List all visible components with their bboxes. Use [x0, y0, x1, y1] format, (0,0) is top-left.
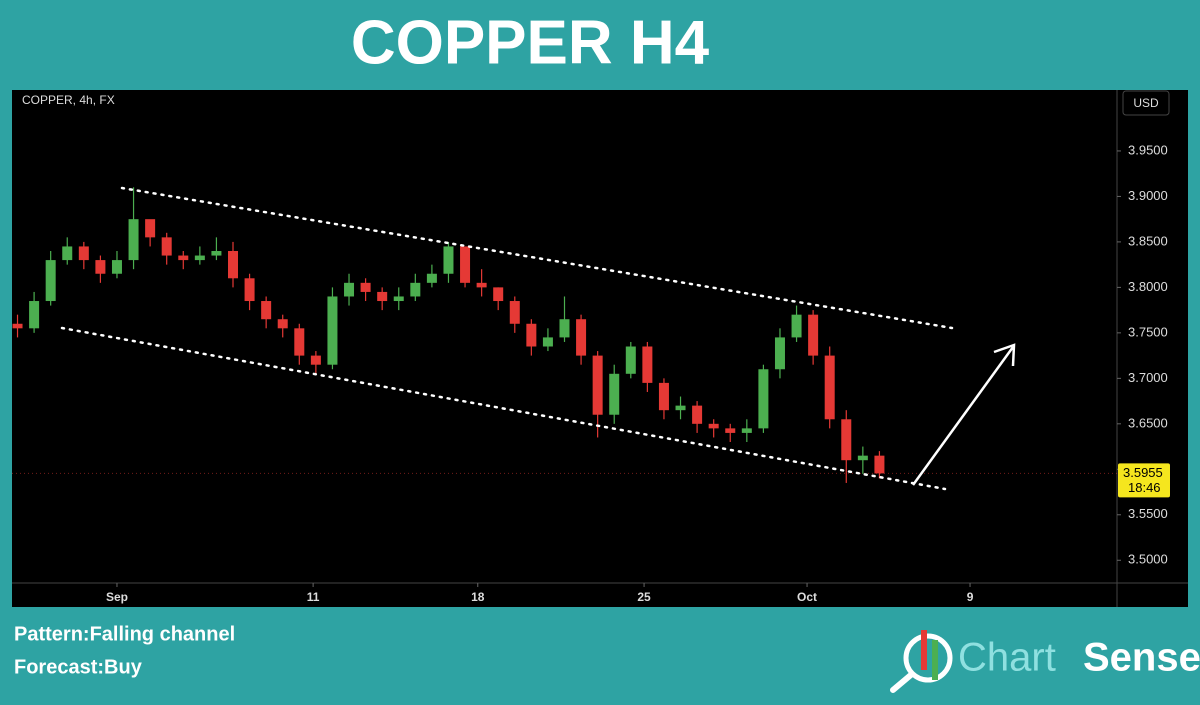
- y-tick-label: 3.8000: [1128, 279, 1168, 294]
- brand-second: Sense: [1083, 636, 1200, 680]
- candle-body: [393, 296, 404, 302]
- candle-body: [675, 405, 686, 411]
- candle-body: [526, 323, 537, 347]
- x-tick-label: Sep: [106, 590, 128, 604]
- x-tick-label: 18: [471, 590, 485, 604]
- candle-body: [145, 219, 156, 238]
- candle-body: [874, 455, 885, 474]
- pattern-text: Pattern:Falling channel: [14, 623, 235, 645]
- x-tick-label: 9: [967, 590, 974, 604]
- candle-body: [45, 260, 56, 302]
- candle-body: [808, 314, 819, 356]
- forecast-arrow: [911, 343, 1016, 486]
- candle-body: [377, 291, 388, 302]
- candle-body: [410, 282, 421, 297]
- candle-body: [559, 319, 570, 338]
- candle-body: [857, 455, 868, 461]
- candle-body: [95, 260, 106, 274]
- y-tick-label: 3.8500: [1128, 233, 1168, 248]
- countdown-label: 18:46: [1128, 480, 1161, 495]
- candle-body: [327, 296, 338, 365]
- x-tick-label: Oct: [797, 590, 817, 604]
- chart-title: COPPER H4: [351, 8, 710, 77]
- candle-body: [774, 337, 785, 370]
- candle-body: [78, 246, 89, 261]
- candle-body: [29, 301, 40, 329]
- brand-first: Chart: [958, 636, 1056, 680]
- candle-body: [476, 282, 487, 288]
- candle-body: [426, 273, 437, 283]
- candle-body: [294, 328, 305, 356]
- candle-body: [460, 246, 471, 283]
- candle-body: [592, 355, 603, 415]
- candle-body: [625, 346, 636, 374]
- candle-body: [244, 278, 255, 302]
- candle-body: [791, 314, 802, 338]
- channel-lower: [60, 326, 947, 491]
- x-tick-label: 25: [637, 590, 651, 604]
- candle-body: [12, 323, 23, 329]
- candle-body: [228, 250, 238, 279]
- candle-body: [261, 301, 272, 320]
- y-tick-label: 3.9000: [1128, 188, 1168, 203]
- y-tick-label: 3.7500: [1128, 324, 1168, 339]
- currency-label: USD: [1133, 96, 1159, 110]
- currency-box: [1122, 90, 1170, 116]
- candle-body: [576, 319, 587, 356]
- candle-body: [741, 428, 752, 433]
- y-tick-label: 3.5000: [1128, 552, 1168, 567]
- y-tick-label: 3.7000: [1128, 370, 1168, 385]
- candle-body: [161, 237, 172, 256]
- x-tick-label: 11: [307, 590, 320, 604]
- y-tick-label: 3.5500: [1128, 506, 1168, 521]
- candle-body: [509, 301, 520, 324]
- candle-body: [708, 423, 719, 429]
- candle-body: [493, 287, 504, 302]
- candle-body: [443, 246, 454, 274]
- candle-body: [758, 369, 769, 429]
- brand-logo: [890, 630, 953, 693]
- candle-body: [310, 355, 321, 365]
- plot-area: [12, 90, 1188, 607]
- candle-body: [542, 337, 553, 347]
- candle-body: [211, 250, 222, 256]
- candle-body: [692, 405, 703, 424]
- candle-body: [194, 255, 205, 261]
- candle-body: [725, 428, 736, 433]
- candle-body: [360, 282, 371, 292]
- candle-body: [658, 382, 669, 411]
- candle-body: [841, 419, 852, 461]
- candle-body: [824, 355, 835, 420]
- candle-body: [62, 246, 73, 261]
- y-tick-label: 3.9500: [1128, 142, 1168, 157]
- candle-body: [128, 219, 139, 261]
- last-price-tag: [1118, 463, 1170, 498]
- candle-body: [642, 346, 653, 383]
- candle-body: [277, 319, 288, 329]
- candle-body: [609, 373, 620, 415]
- forecast-text: Forecast:Buy: [14, 656, 143, 678]
- candle-body: [178, 255, 189, 261]
- candle-body: [344, 282, 355, 297]
- symbol-label: COPPER, 4h, FX: [22, 93, 115, 107]
- y-tick-label: 3.6500: [1128, 415, 1168, 430]
- candle-body: [111, 260, 122, 274]
- last-price-label: 3.5955: [1123, 465, 1163, 480]
